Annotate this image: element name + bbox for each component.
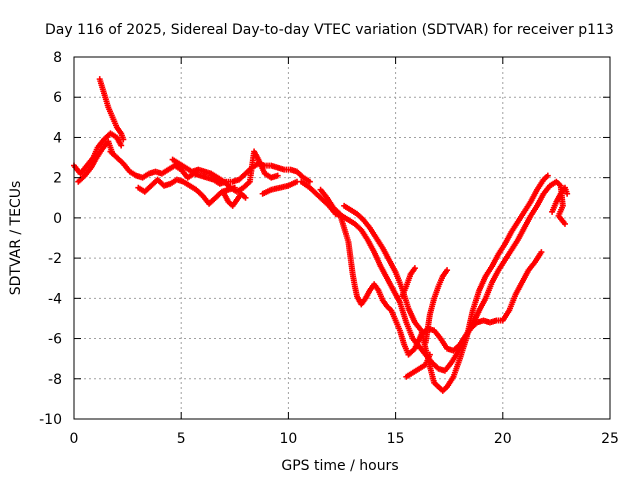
axis-ticks	[73, 56, 611, 420]
x-tick-label: 10	[279, 431, 297, 447]
y-tick-label: 8	[53, 50, 62, 66]
y-tick-label: -4	[48, 291, 62, 307]
x-tick-label: 0	[70, 431, 79, 447]
data-point	[306, 178, 313, 185]
x-tick-label: 5	[177, 431, 186, 447]
data-point	[411, 265, 418, 272]
data-point	[564, 190, 571, 197]
data-point	[274, 172, 281, 179]
x-tick-label: 25	[601, 431, 619, 447]
y-tick-label: 4	[53, 130, 62, 146]
y-tick-label: 2	[53, 171, 62, 187]
data-point	[538, 249, 545, 256]
plot-frame	[73, 56, 611, 420]
data-point	[444, 267, 451, 274]
data-point	[561, 220, 568, 227]
y-tick-label: -8	[48, 372, 62, 388]
data-point	[118, 142, 125, 149]
data-point	[242, 194, 249, 201]
y-tick-label: -6	[48, 332, 62, 348]
x-tick-label: 20	[494, 431, 512, 447]
x-tick-labels: 0 5 10 15 20 25	[70, 431, 619, 447]
chart-title: Day 116 of 2025, Sidereal Day-to-day VTE…	[45, 22, 614, 38]
x-tick-label: 15	[387, 431, 405, 447]
y-tick-labels: -10 -8 -6 -4 -2 0 2 4 6 8	[39, 50, 62, 428]
data-points	[71, 76, 571, 394]
y-tick-label: -10	[39, 412, 62, 428]
y-tick-label: 0	[53, 211, 62, 227]
y-tick-label: 6	[53, 90, 62, 106]
data-point	[120, 136, 127, 143]
data-point	[544, 172, 551, 179]
y-tick-label: -2	[48, 251, 62, 267]
y-axis-label: SDTVAR / TECUs	[8, 181, 24, 296]
data-point	[426, 351, 433, 358]
x-axis-label: GPS time / hours	[281, 458, 398, 474]
grid-lines	[74, 57, 610, 419]
